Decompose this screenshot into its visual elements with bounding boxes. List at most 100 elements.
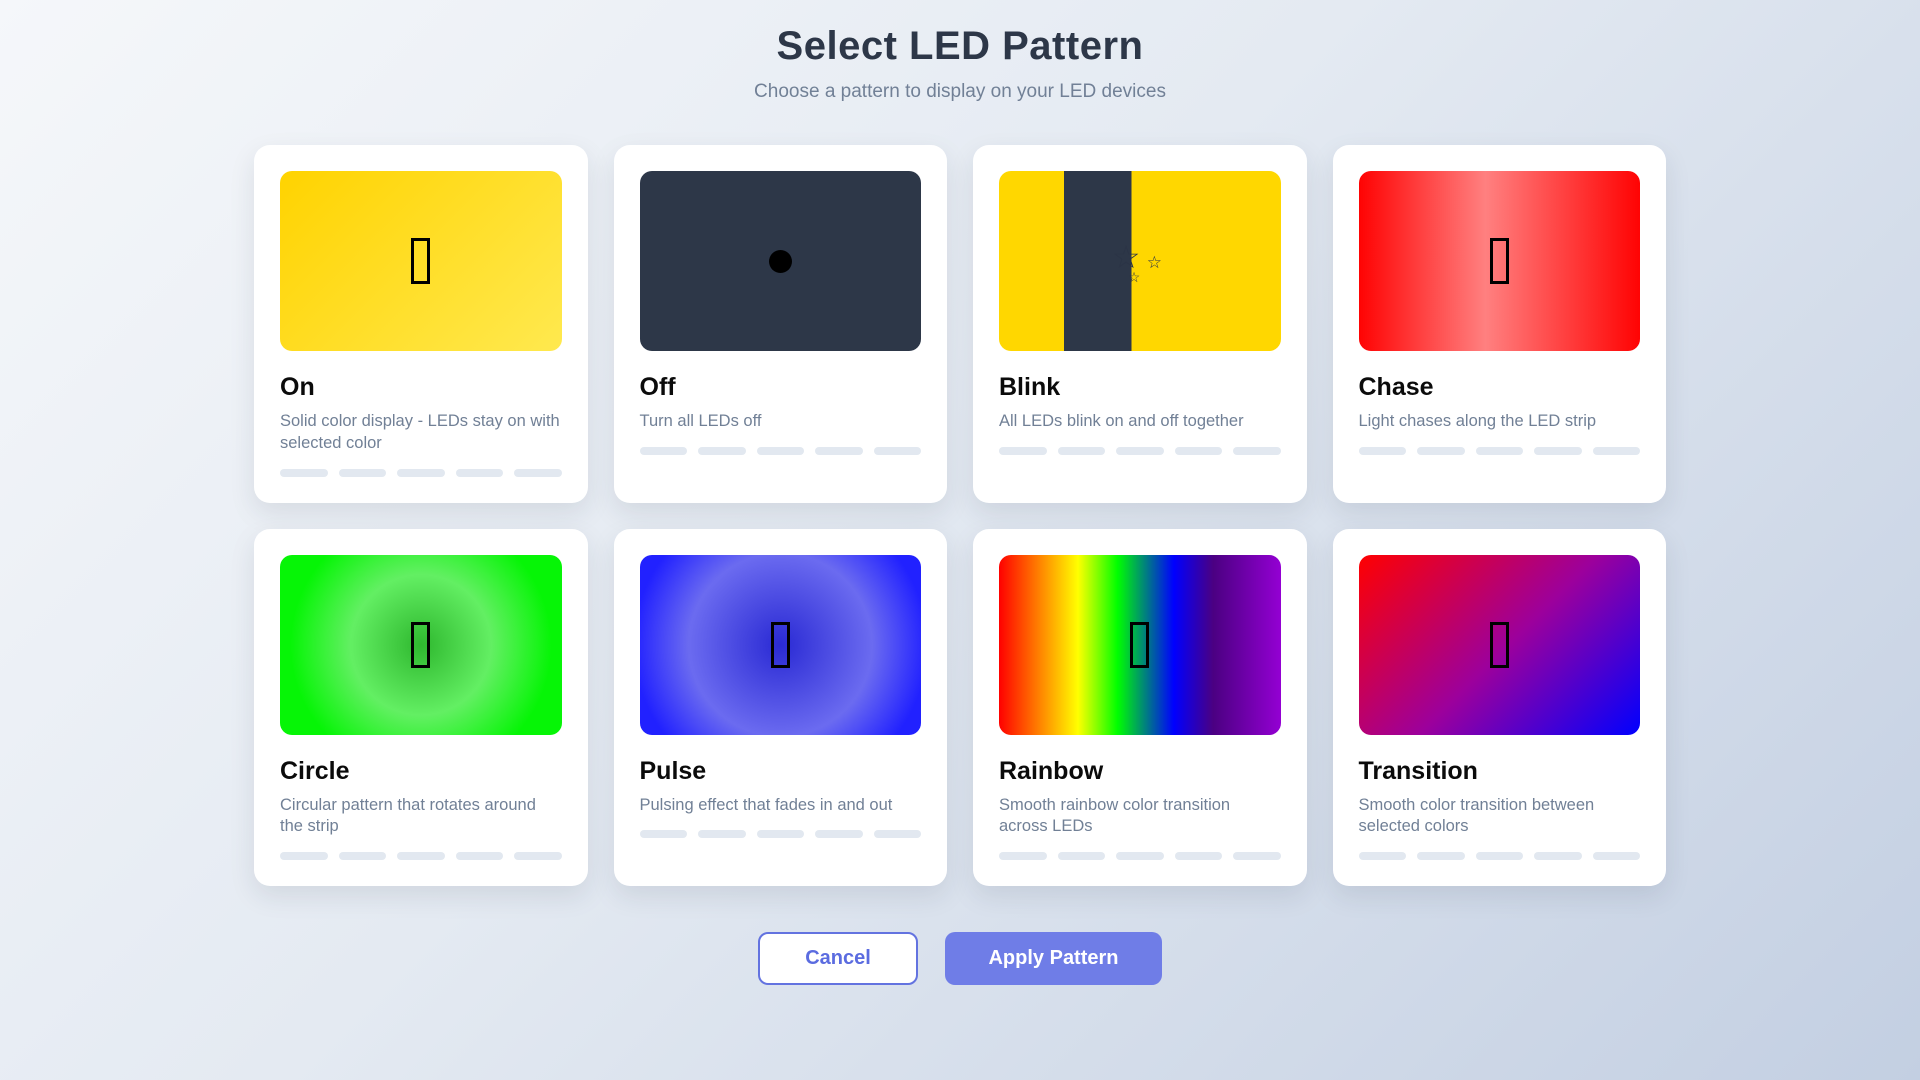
transition-preview <box>1358 554 1640 735</box>
led-segment <box>514 468 562 477</box>
pattern-card-pulse[interactable]: Pulse Pulsing effect that fades in and o… <box>613 528 947 887</box>
pattern-name: Circle <box>280 756 350 785</box>
led-segment <box>1534 852 1582 861</box>
led-segment <box>1592 852 1640 861</box>
led-segment <box>639 830 687 839</box>
pattern-grid: On Solid color display - LEDs stay on wi… <box>254 145 1666 887</box>
chase-preview <box>1358 171 1640 351</box>
led-segment <box>1174 446 1222 455</box>
pattern-name: Blink <box>999 373 1061 401</box>
pattern-description: Circular pattern that rotates around the… <box>280 795 536 836</box>
pattern-description: Smooth rainbow color transition across L… <box>999 795 1231 836</box>
led-segment <box>1475 446 1523 455</box>
page-subtitle: Choose a pattern to display on your LED … <box>754 81 1166 102</box>
pattern-description: All LEDs blink on and off together <box>999 412 1244 430</box>
led-segment <box>1233 852 1281 861</box>
led-segment <box>815 830 863 839</box>
pattern-card-transition[interactable]: Transition Smooth color transition betwe… <box>1332 528 1666 887</box>
led-segment <box>756 446 804 455</box>
led-segment <box>1475 852 1523 861</box>
pattern-glyph-host <box>1130 621 1150 668</box>
led-segment-indicators <box>280 852 562 861</box>
led-segment <box>455 852 503 861</box>
pattern-card-blink[interactable]: ☆ ☆ ☆ Blink All LEDs blink on and off toge… <box>973 145 1307 503</box>
led-segment-indicators <box>1358 446 1640 455</box>
pattern-description: Pulsing effect that fades in and out <box>639 795 893 814</box>
pattern-glyph-host <box>1489 238 1509 284</box>
pattern-name: Pulse <box>639 756 707 785</box>
blink-preview: ☆ ☆ ☆ <box>999 171 1281 351</box>
pattern-glyph-host <box>411 621 431 668</box>
pattern-glyph-host <box>768 249 792 273</box>
led-segment <box>756 830 804 839</box>
led-segment <box>397 468 445 477</box>
page-title: Select LED Pattern <box>776 24 1144 68</box>
led-segment <box>338 468 386 477</box>
pattern-card-circle[interactable]: Circle Circular pattern that rotates aro… <box>254 528 588 887</box>
pattern-name: On <box>280 373 315 401</box>
circle-preview <box>280 554 562 735</box>
led-segment <box>1417 852 1465 861</box>
led-segment <box>999 852 1047 861</box>
led-segment-indicators <box>999 446 1281 455</box>
led-segment <box>698 446 746 455</box>
missing-glyph-icon <box>1489 621 1509 668</box>
pattern-description: Turn all LEDs off <box>639 412 762 430</box>
rainbow-preview <box>999 554 1281 735</box>
pattern-description: Smooth color transition between selected… <box>1358 795 1595 836</box>
led-segment <box>280 852 328 861</box>
led-segment-indicators <box>999 852 1281 861</box>
led-segment-indicators <box>280 468 562 477</box>
led-segment <box>1057 852 1105 861</box>
led-segment <box>1592 446 1640 455</box>
led-segment <box>1534 446 1582 455</box>
led-segment <box>280 468 328 477</box>
missing-glyph-icon <box>770 621 790 668</box>
led-segment <box>1116 446 1164 455</box>
led-segment <box>1358 852 1406 861</box>
pattern-name: Chase <box>1358 373 1434 401</box>
led-segment <box>514 852 562 861</box>
led-segment <box>455 468 503 477</box>
led-segment <box>639 446 687 455</box>
pattern-card-on[interactable]: On Solid color display - LEDs stay on wi… <box>254 145 588 503</box>
missing-glyph-icon <box>411 621 431 668</box>
led-segment <box>873 446 921 455</box>
led-segment <box>698 830 746 839</box>
led-segment <box>1057 446 1105 455</box>
led-segment <box>1116 852 1164 861</box>
pattern-description: Light chases along the LED strip <box>1358 412 1597 430</box>
pattern-card-chase[interactable]: Chase Light chases along the LED strip <box>1332 145 1666 503</box>
dialog-actions: Cancel Apply Pattern <box>254 932 1666 986</box>
on-preview <box>280 171 562 351</box>
pattern-card-rainbow[interactable]: Rainbow Smooth rainbow color transition … <box>973 528 1307 887</box>
black-circle-icon <box>768 249 792 273</box>
led-segment-indicators <box>1358 852 1640 861</box>
off-preview <box>639 171 921 351</box>
missing-glyph-icon <box>411 238 431 284</box>
missing-glyph-icon <box>1489 238 1509 284</box>
led-segment <box>999 446 1047 455</box>
pulse-preview <box>639 554 921 735</box>
led-segment <box>815 446 863 455</box>
led-segment <box>1358 446 1406 455</box>
led-segment <box>1233 446 1281 455</box>
pattern-glyph-host <box>770 621 790 668</box>
pattern-name: Off <box>639 373 676 401</box>
pattern-glyph-host <box>411 238 431 284</box>
pattern-description: Solid color display - LEDs stay on with … <box>280 412 560 452</box>
led-segment <box>1174 852 1222 861</box>
led-segment <box>338 852 386 861</box>
led-segment <box>1417 446 1465 455</box>
pattern-card-off[interactable]: Off Turn all LEDs off <box>613 145 947 503</box>
led-segment-indicators <box>639 830 921 839</box>
led-segment-indicators <box>639 446 921 455</box>
pattern-name: Rainbow <box>999 756 1104 785</box>
pattern-glyph-host <box>1489 621 1509 668</box>
cancel-button[interactable]: Cancel <box>758 932 918 986</box>
missing-glyph-icon <box>1130 621 1150 668</box>
led-segment <box>873 830 921 839</box>
pattern-name: Transition <box>1358 756 1478 785</box>
led-segment <box>397 852 445 861</box>
apply-pattern-button[interactable]: Apply Pattern <box>945 932 1162 986</box>
